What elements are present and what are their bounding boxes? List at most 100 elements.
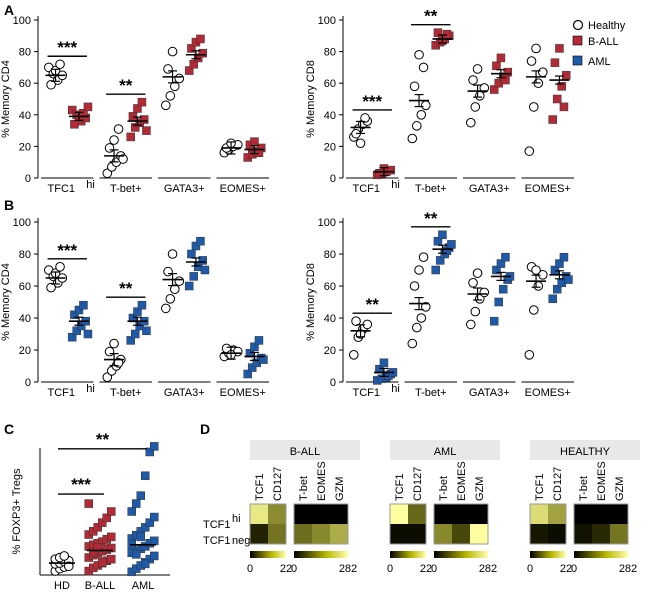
x-tick-label-sup: hi: [86, 179, 95, 191]
heatmap-row-sup: neg: [232, 535, 250, 547]
healthy-point: [479, 83, 490, 93]
aml-point: [250, 342, 259, 352]
heatmap-row-label: TCF1: [203, 535, 231, 547]
heatmap-cell: [312, 504, 330, 524]
heatmap-border: [529, 503, 567, 545]
healthy-point: [174, 73, 185, 84]
aml-point: [137, 300, 147, 310]
y-tick-label: 20: [19, 345, 31, 357]
panel-letter-a: A: [4, 2, 14, 18]
healthy-point: [414, 265, 424, 275]
heatmap-col-label: T-bet: [578, 476, 590, 501]
aml-point: [243, 369, 252, 379]
heatmap-col-label: EOMES: [456, 461, 468, 501]
ball-point: [139, 115, 149, 124]
healthy-point: [170, 81, 180, 92]
x-tick-label: T-bet+: [415, 183, 447, 195]
aml-point: [130, 329, 140, 339]
healthy-point: [412, 121, 422, 131]
dot-plot-A2: 0 20 40 60 80 100 % Memory CD8 TCF1 hi *** T-bet+ *…: [305, 7, 574, 195]
ball-point: [184, 66, 194, 75]
healthy-point: [529, 305, 539, 315]
x-tick-label: GATA3+: [164, 387, 205, 399]
healthy-point: [472, 64, 483, 74]
color-scale: [530, 551, 566, 558]
heatmap-title-bg: [250, 440, 360, 460]
x-tick-label: T-bet+: [110, 387, 142, 399]
aml-point: [136, 491, 145, 500]
aml-point: [141, 523, 150, 532]
color-scale-min: 0: [431, 563, 437, 575]
aml-point: [498, 284, 508, 294]
healthy-point: [466, 319, 476, 330]
healthy-point: [165, 294, 176, 304]
healthy-point: [409, 81, 420, 92]
heatmap-col-label: EOMES: [316, 461, 328, 501]
y-tick-label: 20: [324, 141, 336, 153]
ball-point: [142, 126, 151, 135]
heatmap-cell: [268, 504, 286, 524]
heatmap-cell: [330, 504, 348, 524]
y-axis-label: % Memory CD8: [305, 263, 317, 341]
healthy-point: [479, 287, 490, 298]
heatmap-cell: [390, 504, 408, 524]
ball-point: [433, 28, 443, 37]
ball-point: [93, 523, 102, 532]
aml-point: [72, 326, 81, 336]
aml-point: [489, 316, 499, 326]
heatmap-cell: [530, 524, 548, 544]
healthy-point: [55, 59, 65, 70]
healthy-point: [109, 135, 119, 145]
ball-point: [501, 75, 510, 85]
healthy-point: [529, 102, 539, 112]
aml-point: [79, 300, 88, 310]
aml-point: [141, 471, 150, 481]
aml-point: [150, 442, 159, 451]
aml-point: [67, 332, 77, 342]
heatmap-cell: [452, 524, 470, 544]
ball-point: [102, 513, 111, 523]
aml-point: [559, 252, 569, 262]
heatmap-cell: [530, 504, 548, 524]
healthy-point: [468, 75, 478, 85]
heatmap-title-bg: [530, 440, 640, 460]
y-tick-label: 60: [19, 281, 31, 293]
y-tick-label: 80: [19, 249, 31, 261]
ball-point: [442, 29, 452, 39]
y-axis-label: % Memory CD4: [0, 263, 12, 341]
y-tick-label: 0: [25, 377, 31, 389]
significance-label: **: [424, 7, 438, 26]
heatmap-cell: [470, 524, 488, 544]
significance-label: **: [96, 430, 110, 449]
heatmap-cell: [548, 524, 566, 544]
significance-label: **: [366, 295, 380, 314]
heatmap-col-label: T-bet: [298, 476, 310, 501]
significance-label: ***: [362, 92, 382, 111]
heatmap-cell: [452, 504, 470, 524]
significance-label: **: [119, 76, 133, 95]
legend-label-healthy: Healthy: [588, 20, 626, 32]
heatmap-col-label: TCF1: [394, 474, 406, 502]
heatmap-cell: [250, 504, 268, 524]
healthy-point: [360, 113, 370, 123]
legend-marker-healthy: [572, 19, 584, 31]
aml-point: [150, 551, 159, 561]
ball-point: [70, 120, 79, 129]
healthy-point: [416, 110, 427, 120]
aml-point: [127, 507, 136, 516]
heatmap-row-label: TCF1: [203, 519, 231, 531]
aml-point: [254, 336, 264, 345]
heatmap-col-label: GZM: [474, 477, 486, 501]
ball-point: [67, 105, 77, 115]
heatmap-col-label: EOMES: [596, 461, 608, 501]
y-tick-label: 0: [330, 173, 336, 185]
healthy-point: [167, 249, 178, 259]
healthy-point: [46, 79, 56, 90]
x-tick-label: TCF1: [48, 387, 76, 399]
healthy-point: [531, 43, 541, 54]
healthy-point: [531, 265, 541, 275]
healthy-point: [538, 67, 548, 77]
ball-point: [492, 61, 501, 71]
legend-marker-ball: [572, 35, 583, 46]
